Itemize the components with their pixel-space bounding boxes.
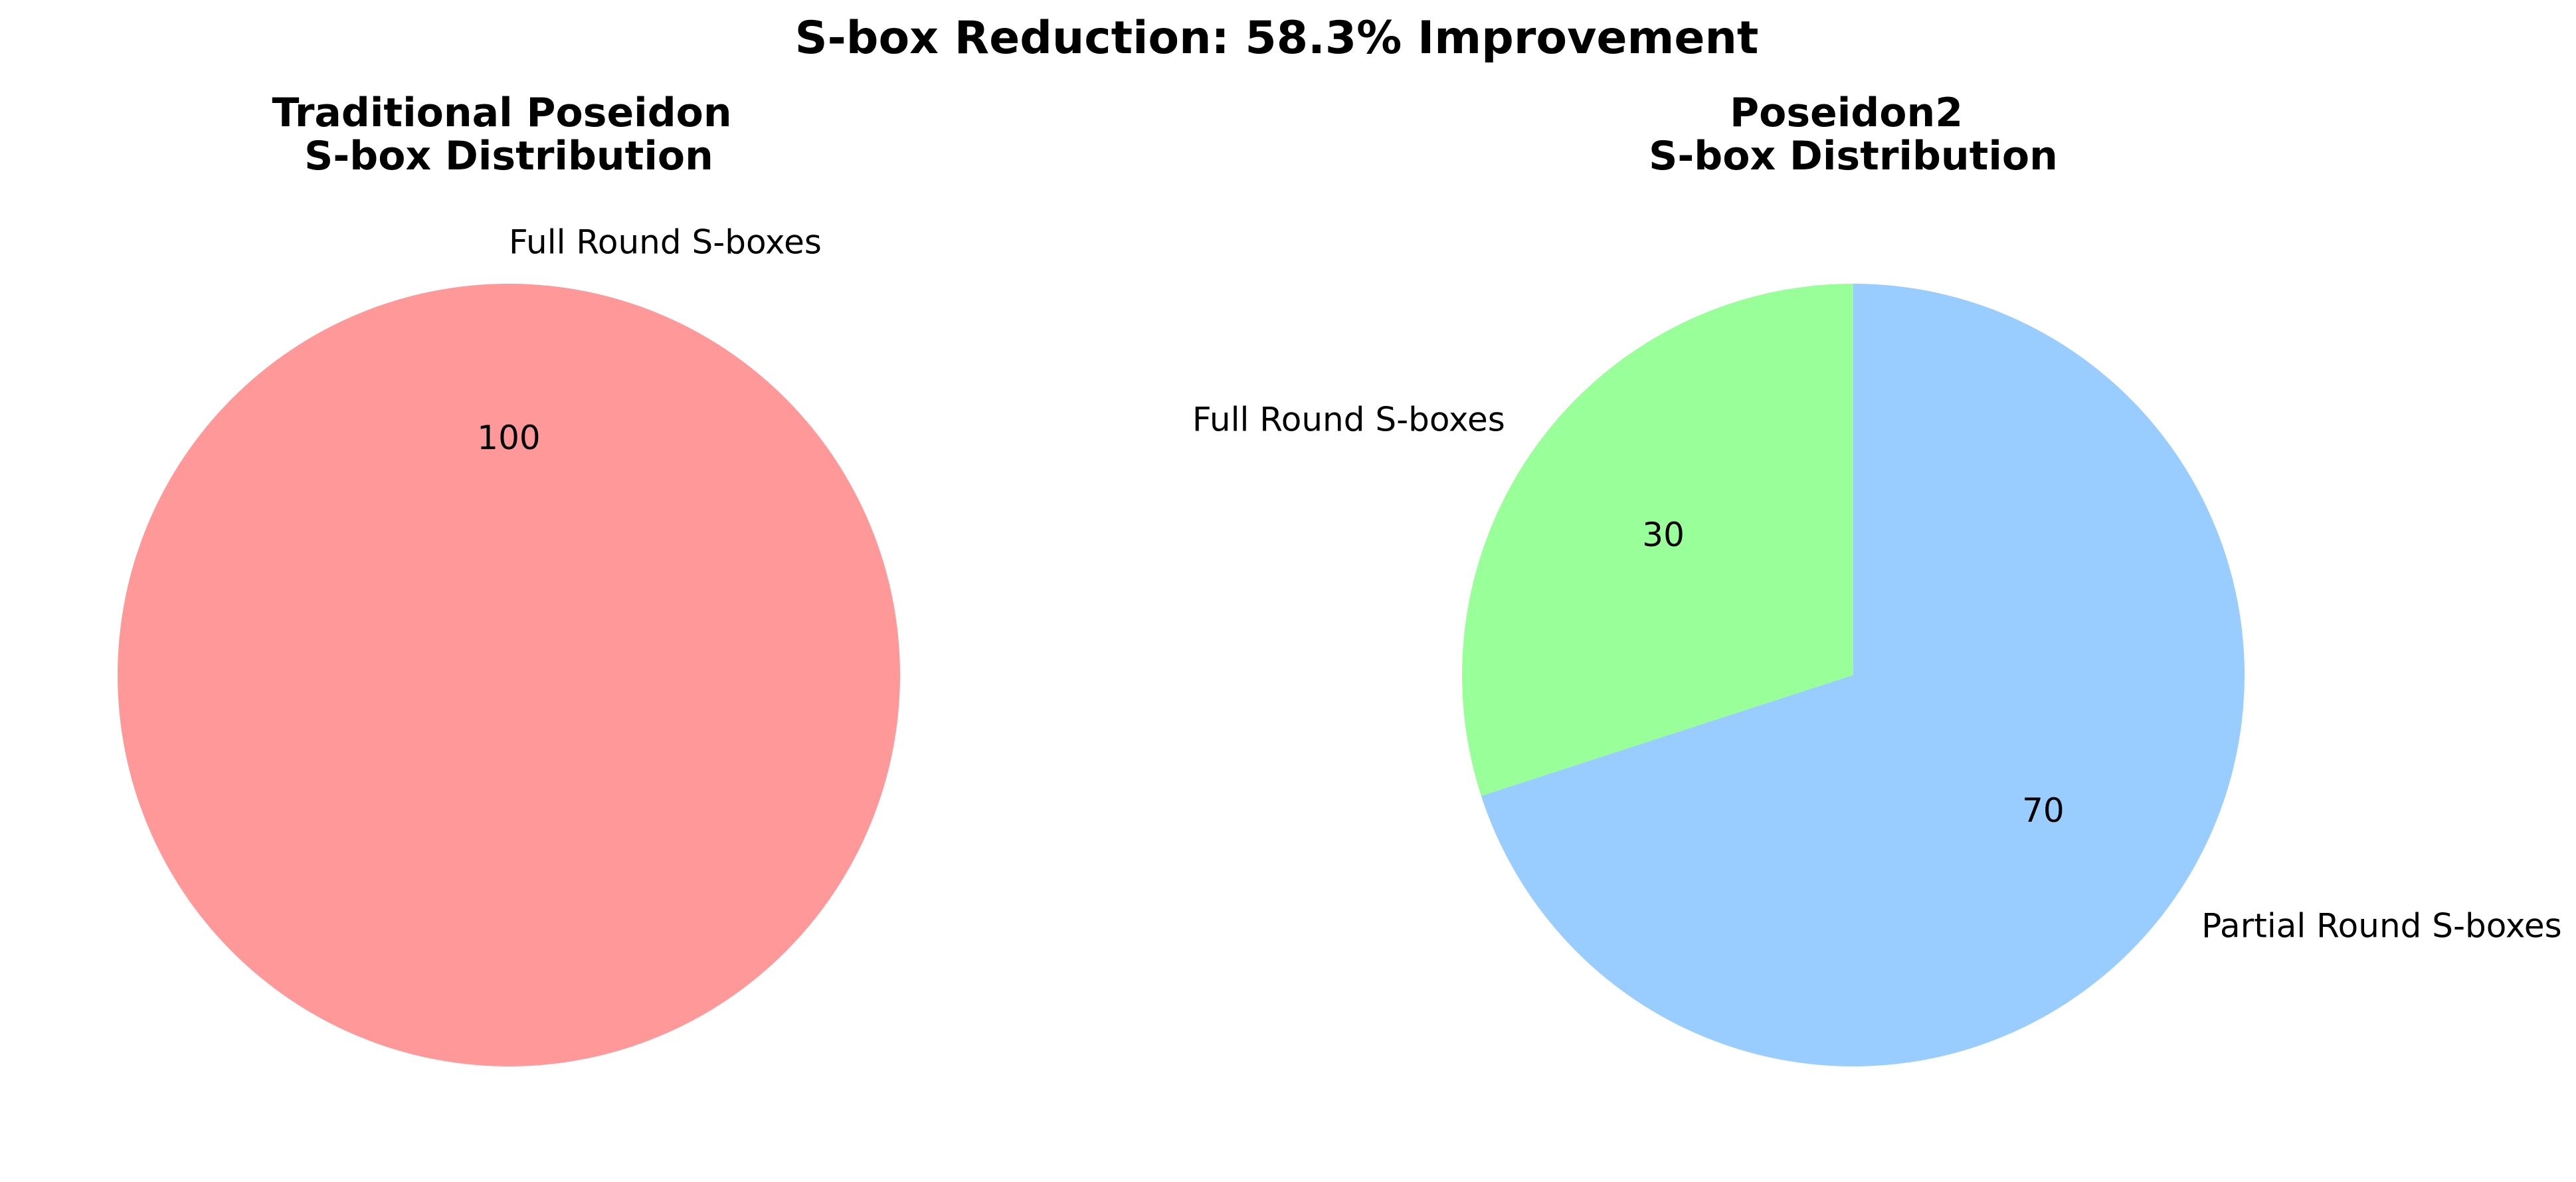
chart-traditional-poseidon: Traditional Poseidon S-box Distribution …: [118, 90, 900, 1066]
value-label-full-round-s-boxes: 30: [1642, 516, 1685, 554]
value-label-partial-round-s-boxes: 70: [2022, 791, 2065, 830]
value-label-full-round-s-boxes: 100: [477, 419, 540, 457]
chart-title-traditional-line-1: Traditional Poseidon: [272, 90, 732, 136]
slice-label-full-round-s-boxes: Full Round S-boxes: [509, 223, 822, 262]
pie-poseidon2: Full Round S-boxes 30 Partial Round S-boxe…: [1192, 284, 2562, 1066]
slice-label-full-round-s-boxes: Full Round S-boxes: [1192, 401, 1505, 439]
slice-label-partial-round-s-boxes: Partial Round S-boxes: [2201, 906, 2562, 945]
chart-title-poseidon2: Poseidon2 S-box Distribution: [1649, 90, 2058, 179]
chart-title-poseidon2-line-2: S-box Distribution: [1649, 133, 2058, 179]
figure-title: S-box Reduction: 58.3% Improvement: [795, 12, 1759, 64]
chart-title-poseidon2-line-1: Poseidon2: [1730, 90, 1963, 136]
pie-traditional: Full Round S-boxes 100: [118, 223, 900, 1066]
chart-poseidon2: Poseidon2 S-box Distribution Full Round …: [1192, 90, 2562, 1066]
pie-slice-full-round-s-boxes: [118, 284, 900, 1066]
chart-title-traditional: Traditional Poseidon S-box Distribution: [272, 90, 746, 179]
chart-title-traditional-line-2: S-box Distribution: [304, 133, 713, 179]
pie-slice-full-round-s-boxes: [1462, 284, 1853, 797]
pie-slice-partial-round-s-boxes: [1481, 284, 2245, 1066]
